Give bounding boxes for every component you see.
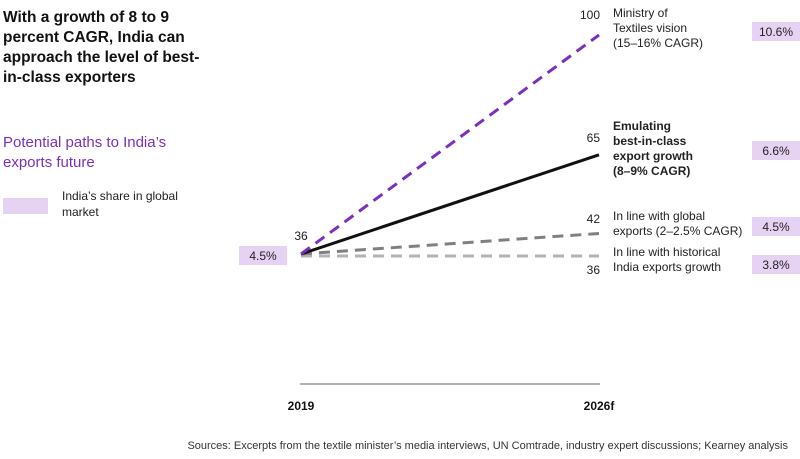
chart-subhead: Potential paths to India’s exports futur…	[3, 134, 167, 171]
legend-label: India’s share in global market	[62, 189, 178, 219]
series-label-line: (8–9% CAGR)	[613, 164, 690, 178]
start-share-label: 4.5%	[249, 249, 277, 263]
series-end-value-3: 42	[587, 212, 601, 226]
series-label-line: exports (2–2.5% CAGR)	[613, 224, 742, 238]
series-label-line: (15–16% CAGR)	[613, 36, 703, 50]
share-label-1: 10.6%	[759, 25, 793, 39]
sources-footnote: Sources: Excerpts from the textile minis…	[187, 440, 788, 452]
series-end-value-2: 65	[587, 131, 601, 145]
series-label-line: India exports growth	[613, 260, 721, 274]
series-label-line: In line with historical	[613, 245, 720, 259]
series-line-2	[300, 153, 600, 256]
series-label-line: Emulating	[613, 119, 671, 133]
start-value-label: 36	[294, 229, 308, 243]
x-tick-2019: 2019	[288, 399, 315, 413]
series-end-value-1: 100	[580, 8, 600, 22]
series-label-line: Ministry of	[613, 6, 668, 20]
x-tick-2026f: 2026f	[584, 399, 616, 413]
share-box-1	[752, 22, 800, 41]
share-label-3: 4.5%	[762, 220, 790, 234]
headline: With a growth of 8 to 9 percent CAGR, In…	[3, 9, 200, 86]
share-label-4: 3.8%	[762, 258, 790, 272]
share-box-3	[752, 217, 800, 236]
series-line-1	[300, 33, 600, 256]
series-label-line: Textiles vision	[613, 21, 687, 35]
share-box-4	[752, 255, 800, 274]
series-line-3	[300, 231, 600, 256]
share-label-2: 6.6%	[762, 144, 790, 158]
series-label-line: best-in-class	[613, 134, 687, 148]
series-end-value-4: 36	[587, 263, 601, 277]
series-label-line: export growth	[613, 149, 693, 163]
legend-swatch	[3, 198, 48, 214]
share-box-2	[752, 141, 800, 160]
series-label-line: In line with global	[613, 209, 705, 223]
start-share-box	[239, 246, 287, 265]
